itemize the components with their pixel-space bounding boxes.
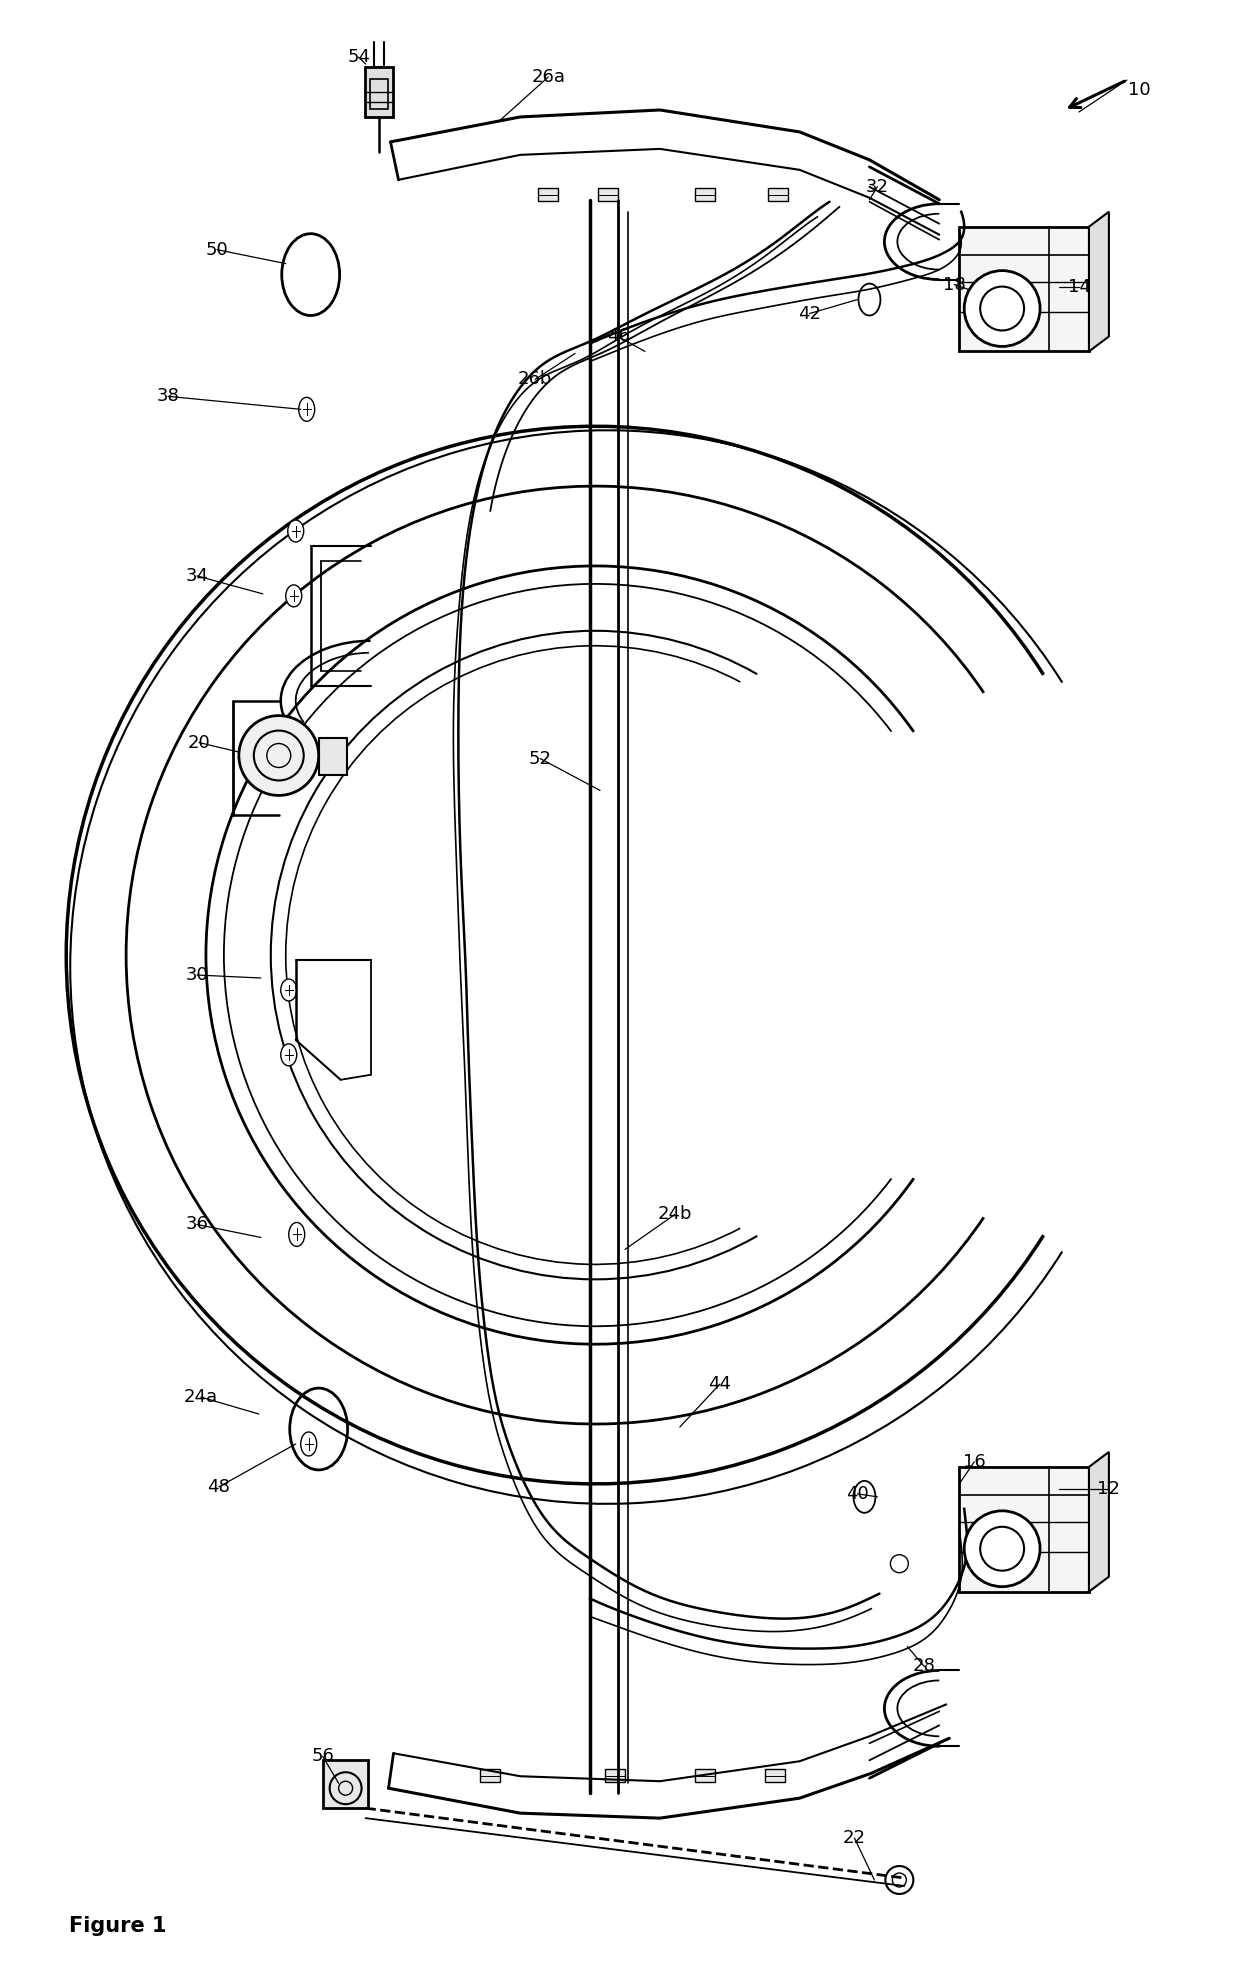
Polygon shape [1089,211,1109,351]
Circle shape [965,270,1040,347]
Ellipse shape [289,1223,305,1246]
Text: 44: 44 [708,1374,732,1392]
Text: 26b: 26b [518,371,552,388]
Ellipse shape [301,1432,316,1455]
Bar [480,1769,500,1783]
Text: 34: 34 [186,566,208,586]
Ellipse shape [280,1043,296,1065]
Text: 38: 38 [156,387,180,406]
Bar [768,187,787,201]
Text: 24b: 24b [657,1205,692,1223]
Text: 56: 56 [311,1747,334,1765]
Text: Figure 1: Figure 1 [69,1917,166,1937]
Text: 50: 50 [206,241,228,258]
Text: 18: 18 [942,276,966,294]
Bar [765,1769,785,1783]
Ellipse shape [299,396,315,422]
Text: 46: 46 [606,327,630,345]
Circle shape [239,716,319,795]
Bar [605,1769,625,1783]
Circle shape [965,1511,1040,1587]
Text: 54: 54 [347,47,370,67]
Text: 36: 36 [186,1215,208,1232]
Bar [538,187,558,201]
Bar [694,1769,714,1783]
Bar [960,1467,1089,1591]
Bar [319,738,347,775]
Text: 26a: 26a [531,69,565,87]
Text: 14: 14 [1068,278,1090,296]
Text: 52: 52 [528,749,552,767]
Ellipse shape [288,521,304,542]
Text: 32: 32 [866,177,889,195]
Text: 12: 12 [1097,1479,1120,1499]
Bar [322,1761,367,1808]
Text: 22: 22 [843,1830,866,1848]
Text: 30: 30 [186,966,208,984]
Text: 20: 20 [187,734,211,751]
Text: 48: 48 [207,1477,231,1497]
Ellipse shape [285,586,301,607]
Ellipse shape [280,978,296,1002]
Text: 42: 42 [799,304,821,323]
Bar [598,187,618,201]
Bar [694,187,714,201]
Text: 24a: 24a [184,1388,218,1406]
Bar [365,67,393,116]
Bar [370,79,388,108]
Text: 28: 28 [913,1658,936,1676]
Text: 16: 16 [962,1453,986,1471]
Bar [960,227,1089,351]
Text: 10: 10 [1127,81,1151,99]
Text: 40: 40 [846,1485,869,1503]
Polygon shape [1089,1451,1109,1591]
